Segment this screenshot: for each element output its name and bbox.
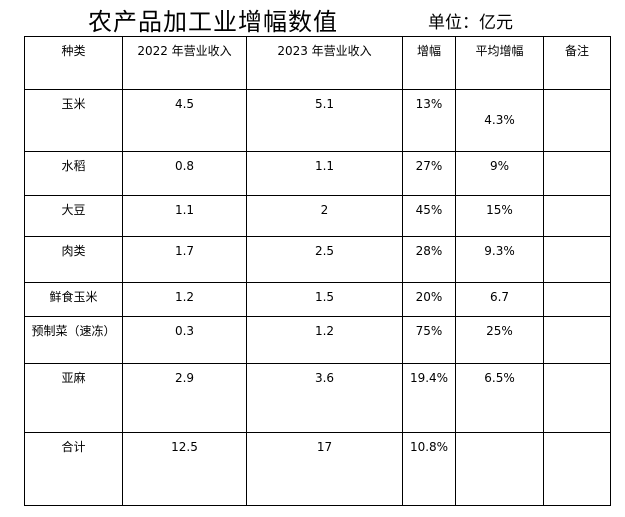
table-row: 大豆 1.1 2 45% 15% [24,195,611,237]
table-cell: 9% [455,151,544,196]
header-row: 种类 2022 年营业收入 2023 年营业收入 增幅 平均增幅 备注 [24,36,611,90]
table-cell [543,195,611,237]
table-cell [543,363,611,433]
table-cell: 大豆 [24,195,123,237]
table-cell: 0.3 [122,316,247,364]
table-row: 亚麻 2.9 3.6 19.4% 6.5% [24,363,611,433]
header-cell: 平均增幅 [455,36,544,90]
table-row: 鲜食玉米 1.2 1.5 20% 6.7 [24,282,611,317]
table-cell: 鲜食玉米 [24,282,123,317]
unit-label: 单位：亿元 [428,13,513,33]
table-cell [543,89,611,152]
table-cell: 1.2 [246,316,403,364]
table-cell: 25% [455,316,544,364]
table-cell: 肉类 [24,236,123,283]
table-cell: 10.8% [402,432,456,506]
table-cell [543,432,611,506]
table-cell: 2 [246,195,403,237]
table-cell: 9.3% [455,236,544,283]
header-cell: 2023 年营业收入 [246,36,403,90]
table-cell: 水稻 [24,151,123,196]
table-row: 肉类 1.7 2.5 28% 9.3% [24,236,611,283]
table-cell: 0.8 [122,151,247,196]
table-cell [543,282,611,317]
table-cell [543,316,611,364]
table-cell: 19.4% [402,363,456,433]
table-cell: 12.5 [122,432,247,506]
table-cell: 2.9 [122,363,247,433]
table-cell: 13% [402,89,456,152]
table-cell: 6.7 [455,282,544,317]
growth-table: 种类 2022 年营业收入 2023 年营业收入 增幅 平均增幅 备注 玉米 4.5 5.1 13… [24,36,611,506]
table-cell: 15% [455,195,544,237]
table-cell: 4.3% [455,89,544,152]
table-cell: 亚麻 [24,363,123,433]
table-cell: 20% [402,282,456,317]
header-cell: 增幅 [402,36,456,90]
table-cell: 2.5 [246,236,403,283]
table-cell: 1.1 [122,195,247,237]
table-cell: 6.5% [455,363,544,433]
table-row: 合计 12.5 17 10.8% [24,432,611,506]
table-cell: 45% [402,195,456,237]
table-cell: 17 [246,432,403,506]
table-cell [543,236,611,283]
table-row: 预制菜（速冻） 0.3 1.2 75% 25% [24,316,611,364]
header-cell: 2022 年营业收入 [122,36,247,90]
header-cell: 种类 [24,36,123,90]
table-row: 玉米 4.5 5.1 13% 4.3% [24,89,611,152]
table-cell: 玉米 [24,89,123,152]
table-cell: 1.2 [122,282,247,317]
table-cell: 27% [402,151,456,196]
table-cell [543,151,611,196]
table-cell: 3.6 [246,363,403,433]
table-cell: 合计 [24,432,123,506]
table-cell: 5.1 [246,89,403,152]
table-cell: 1.7 [122,236,247,283]
table-cell: 1.1 [246,151,403,196]
table-cell: 28% [402,236,456,283]
table-cell [455,432,544,506]
table-cell: 4.5 [122,89,247,152]
table-cell: 预制菜（速冻） [24,316,123,364]
document-title: 农产品加工业增幅数值 [88,8,338,36]
table-cell: 75% [402,316,456,364]
header-cell: 备注 [543,36,611,90]
table-cell: 1.5 [246,282,403,317]
table-row: 水稻 0.8 1.1 27% 9% [24,151,611,196]
